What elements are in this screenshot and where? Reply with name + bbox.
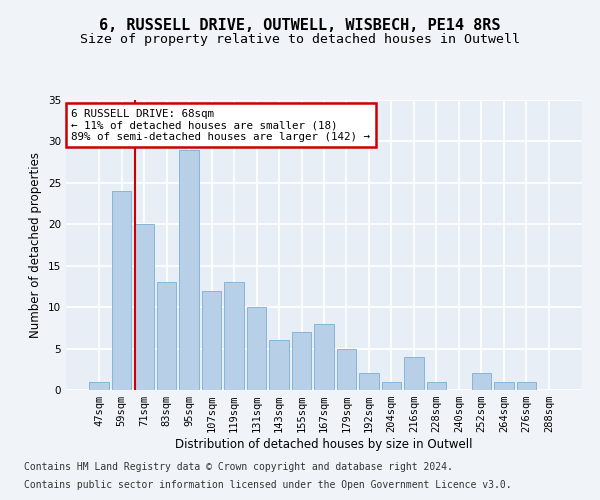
Bar xyxy=(247,307,266,390)
Text: Size of property relative to detached houses in Outwell: Size of property relative to detached ho… xyxy=(80,32,520,46)
Bar xyxy=(517,382,536,390)
Bar xyxy=(314,324,334,390)
Bar xyxy=(89,382,109,390)
Bar xyxy=(269,340,289,390)
Text: Contains HM Land Registry data © Crown copyright and database right 2024.: Contains HM Land Registry data © Crown c… xyxy=(24,462,453,472)
Text: 6, RUSSELL DRIVE, OUTWELL, WISBECH, PE14 8RS: 6, RUSSELL DRIVE, OUTWELL, WISBECH, PE14… xyxy=(99,18,501,32)
Text: Contains public sector information licensed under the Open Government Licence v3: Contains public sector information licen… xyxy=(24,480,512,490)
Bar xyxy=(224,282,244,390)
Bar xyxy=(472,374,491,390)
Bar xyxy=(359,374,379,390)
Bar xyxy=(112,191,131,390)
Bar xyxy=(494,382,514,390)
Bar xyxy=(179,150,199,390)
X-axis label: Distribution of detached houses by size in Outwell: Distribution of detached houses by size … xyxy=(175,438,473,451)
Bar xyxy=(134,224,154,390)
Bar xyxy=(157,282,176,390)
Bar xyxy=(404,357,424,390)
Bar xyxy=(427,382,446,390)
Bar xyxy=(382,382,401,390)
Bar xyxy=(292,332,311,390)
Y-axis label: Number of detached properties: Number of detached properties xyxy=(29,152,43,338)
Bar xyxy=(337,348,356,390)
Bar xyxy=(202,290,221,390)
Text: 6 RUSSELL DRIVE: 68sqm
← 11% of detached houses are smaller (18)
89% of semi-det: 6 RUSSELL DRIVE: 68sqm ← 11% of detached… xyxy=(71,108,370,142)
